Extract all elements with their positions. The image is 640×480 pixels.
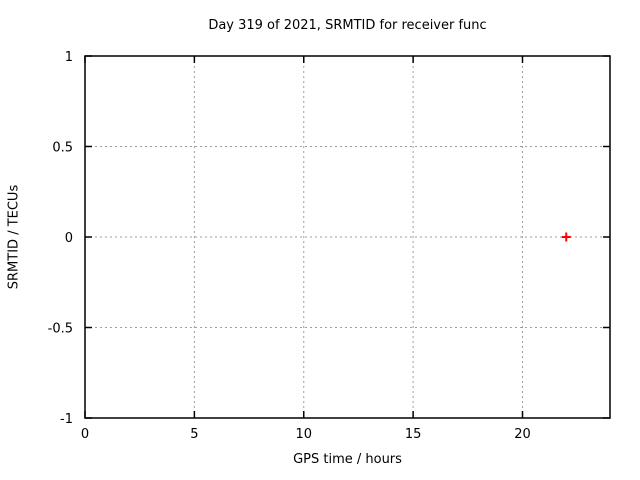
y-tick-label: 0 — [65, 231, 73, 246]
data-point-marker — [561, 232, 571, 242]
chart-title: Day 319 of 2021, SRMTID for receiver fun… — [208, 18, 487, 33]
y-tick-label: 1 — [65, 50, 73, 65]
x-tick-label: 15 — [405, 427, 422, 442]
y-tick-label: -0.5 — [48, 322, 73, 337]
y-tick-label: 0.5 — [52, 141, 73, 156]
y-tick-label: -1 — [60, 412, 73, 427]
x-tick-label: 10 — [295, 427, 312, 442]
x-axis-label: GPS time / hours — [293, 452, 402, 467]
x-tick-label: 0 — [81, 427, 89, 442]
plot-border — [84, 55, 611, 419]
x-tick-label: 5 — [190, 427, 198, 442]
x-tick-label: 20 — [514, 427, 531, 442]
